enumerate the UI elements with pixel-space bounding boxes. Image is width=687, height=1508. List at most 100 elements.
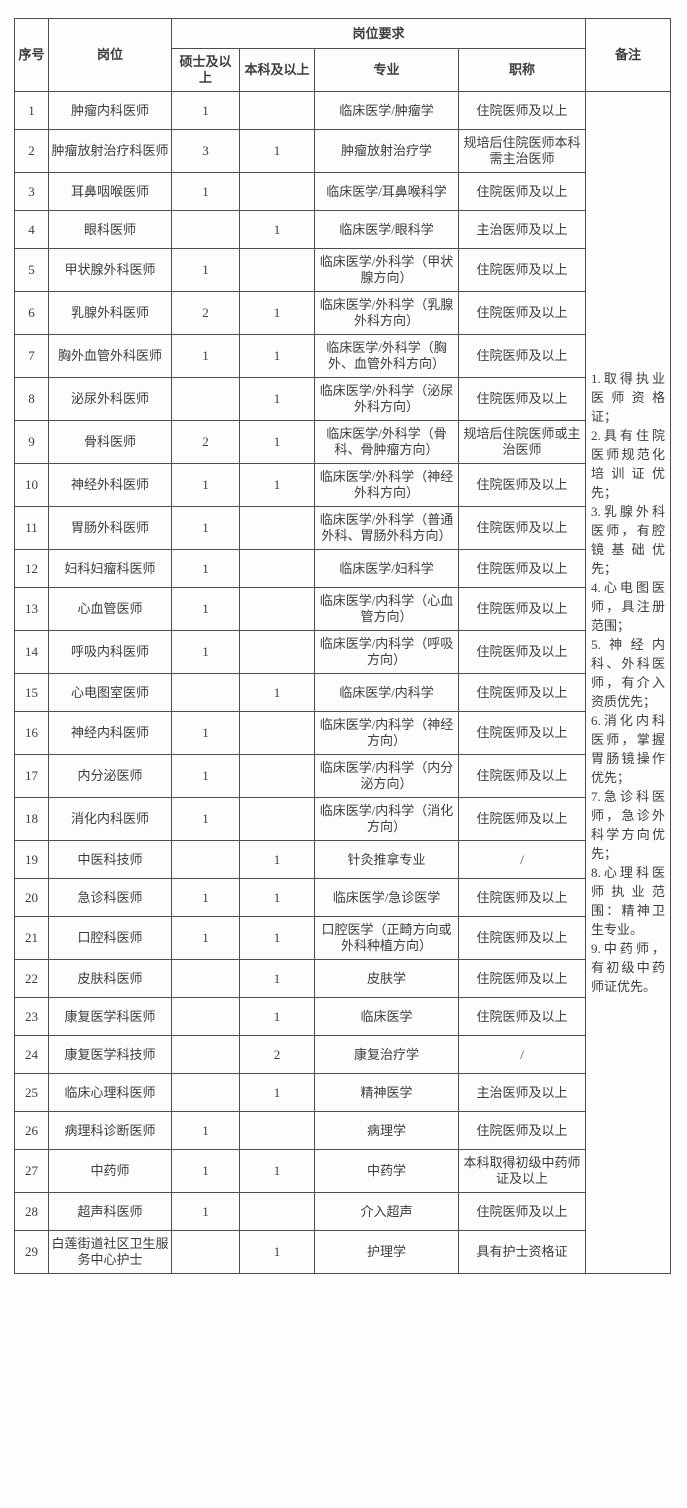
cell-title: 住院医师及以上 (457, 172, 587, 211)
cell-position: 消化内科医师 (48, 797, 172, 841)
cell-serial: 20 (14, 878, 49, 917)
cell-position: 骨科医师 (48, 420, 172, 464)
header-major: 专业 (314, 48, 459, 92)
header-bachelor: 本科及以上 (239, 48, 315, 92)
cell-title: 住院医师及以上 (457, 878, 587, 917)
cell-bachelor-count: 1 (239, 334, 315, 378)
cell-serial: 3 (14, 172, 49, 211)
header-master: 硕士及以上 (171, 48, 240, 92)
cell-bachelor-count (239, 711, 315, 755)
table-row: 18 消化内科医师 1 临床医学/内科学（消化方向） 住院医师及以上 (14, 797, 671, 841)
cell-serial: 4 (14, 210, 49, 249)
cell-master-count: 1 (171, 172, 240, 211)
cell-position: 中医科技师 (48, 840, 172, 879)
cell-position: 皮肤科医师 (48, 959, 172, 998)
header-position: 岗位 (48, 18, 172, 92)
remark-item: 4.心电图医师，具注册范围； (591, 580, 666, 633)
cell-major: 临床医学/内科学（内分泌方向） (314, 754, 459, 798)
cell-serial: 26 (14, 1111, 49, 1150)
remark-item: 6.消化内科医师，掌握胃肠镜操作优先； (591, 713, 666, 785)
cell-master-count: 1 (171, 248, 240, 292)
cell-title: 住院医师及以上 (457, 463, 587, 507)
cell-bachelor-count: 1 (239, 291, 315, 335)
cell-master-count: 1 (171, 1149, 240, 1193)
cell-master-count: 1 (171, 797, 240, 841)
cell-major: 肿瘤放射治疗学 (314, 129, 459, 173)
cell-serial: 24 (14, 1035, 49, 1074)
cell-bachelor-count (239, 754, 315, 798)
cell-serial: 12 (14, 549, 49, 588)
cell-serial: 2 (14, 129, 49, 173)
table-row: 15 心电图室医师 1 临床医学/内科学 住院医师及以上 (14, 673, 671, 712)
table-row: 17 内分泌医师 1 临床医学/内科学（内分泌方向） 住院医师及以上 (14, 754, 671, 798)
cell-bachelor-count (239, 1111, 315, 1150)
cell-major: 护理学 (314, 1230, 459, 1274)
cell-major: 临床医学/外科学（甲状腺方向） (314, 248, 459, 292)
cell-position: 肿瘤内科医师 (48, 91, 172, 130)
cell-major: 临床医学/外科学（神经外科方向） (314, 463, 459, 507)
cell-title: 住院医师及以上 (457, 248, 587, 292)
cell-master-count: 1 (171, 630, 240, 674)
cell-bachelor-count (239, 797, 315, 841)
cell-position: 康复医学科医师 (48, 997, 172, 1036)
cell-serial: 1 (14, 91, 49, 130)
cell-position: 心血管医师 (48, 587, 172, 631)
cell-bachelor-count: 1 (239, 916, 315, 960)
cell-bachelor-count: 1 (239, 997, 315, 1036)
cell-major: 临床医学/外科学（骨科、骨肿瘤方向） (314, 420, 459, 464)
cell-master-count: 3 (171, 129, 240, 173)
cell-master-count: 1 (171, 506, 240, 550)
cell-title: / (457, 1035, 587, 1074)
cell-serial: 9 (14, 420, 49, 464)
cell-position: 乳腺外科医师 (48, 291, 172, 335)
cell-title: / (457, 840, 587, 879)
cell-bachelor-count: 1 (239, 1230, 315, 1274)
cell-title: 住院医师及以上 (457, 377, 587, 421)
cell-position: 内分泌医师 (48, 754, 172, 798)
cell-bachelor-count: 1 (239, 420, 315, 464)
remark-item: 3.乳腺外科医师，有腔镜基础优先； (591, 504, 666, 576)
cell-major: 皮肤学 (314, 959, 459, 998)
cell-title: 住院医师及以上 (457, 1192, 587, 1231)
cell-position: 口腔科医师 (48, 916, 172, 960)
table-row: 25 临床心理科医师 1 精神医学 主治医师及以上 (14, 1073, 671, 1112)
table-row: 11 胃肠外科医师 1 临床医学/外科学（普通外科、胃肠外科方向） 住院医师及以… (14, 506, 671, 550)
cell-title: 主治医师及以上 (457, 1073, 587, 1112)
cell-serial: 5 (14, 248, 49, 292)
cell-major: 病理学 (314, 1111, 459, 1150)
cell-serial: 15 (14, 673, 49, 712)
cell-master-count: 1 (171, 754, 240, 798)
cell-position: 病理科诊断医师 (48, 1111, 172, 1150)
table-row: 20 急诊科医师 1 1 临床医学/急诊医学 住院医师及以上 (14, 878, 671, 917)
cell-serial: 27 (14, 1149, 49, 1193)
cell-serial: 23 (14, 997, 49, 1036)
cell-major: 精神医学 (314, 1073, 459, 1112)
cell-title: 住院医师及以上 (457, 711, 587, 755)
cell-title: 规培后住院医师或主治医师 (457, 420, 587, 464)
cell-bachelor-count: 1 (239, 959, 315, 998)
table-row: 8 泌尿外科医师 1 临床医学/外科学（泌尿外科方向） 住院医师及以上 (14, 377, 671, 421)
cell-major: 临床医学/外科学（胸外、血管外科方向） (314, 334, 459, 378)
cell-title: 住院医师及以上 (457, 673, 587, 712)
cell-major: 临床医学/急诊医学 (314, 878, 459, 917)
cell-serial: 16 (14, 711, 49, 755)
cell-position: 眼科医师 (48, 210, 172, 249)
cell-title: 住院医师及以上 (457, 506, 587, 550)
cell-title: 住院医师及以上 (457, 630, 587, 674)
remark-item: 5.神经内科、外科医师，有介入资质优先； (591, 637, 666, 709)
table-row: 28 超声科医师 1 介入超声 住院医师及以上 (14, 1192, 671, 1231)
table-row: 29 白莲街道社区卫生服务中心护士 1 护理学 具有护士资格证 (14, 1230, 671, 1274)
cell-master-count: 1 (171, 1111, 240, 1150)
cell-bachelor-count (239, 506, 315, 550)
table-row: 2 肿瘤放射治疗科医师 3 1 肿瘤放射治疗学 规培后住院医师本科需主治医师 (14, 129, 671, 173)
table-row: 6 乳腺外科医师 2 1 临床医学/外科学（乳腺外科方向） 住院医师及以上 (14, 291, 671, 335)
cell-master-count (171, 959, 240, 998)
cell-bachelor-count: 1 (239, 1073, 315, 1112)
table-row: 13 心血管医师 1 临床医学/内科学（心血管方向） 住院医师及以上 (14, 587, 671, 631)
table-row: 22 皮肤科医师 1 皮肤学 住院医师及以上 (14, 959, 671, 998)
cell-title: 住院医师及以上 (457, 916, 587, 960)
cell-serial: 8 (14, 377, 49, 421)
remark-item: 8.心理科医师执业范围：精神卫生专业。 (591, 865, 666, 937)
cell-major: 临床医学/耳鼻喉科学 (314, 172, 459, 211)
cell-major: 临床医学/内科学（消化方向） (314, 797, 459, 841)
